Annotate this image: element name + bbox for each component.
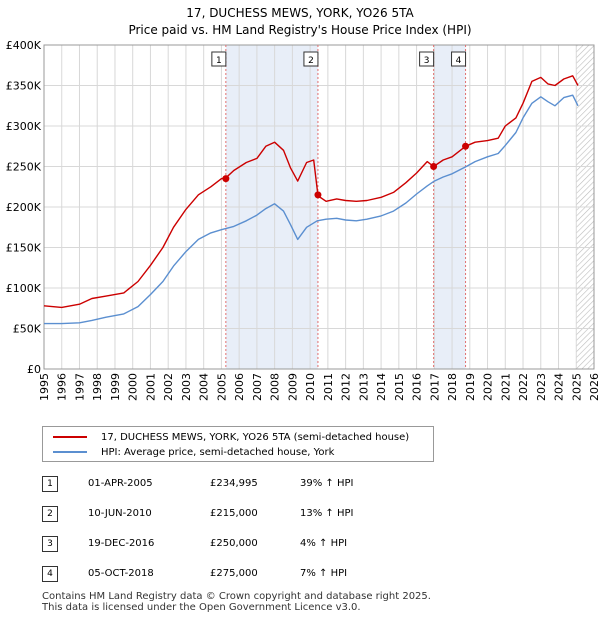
legend-item-hpi: HPI: Average price, semi-detached house,… (53, 445, 334, 459)
x-tick-label: 2009 (286, 373, 299, 401)
legend-swatch-property (53, 436, 87, 438)
y-tick-label: £150K (6, 242, 42, 255)
x-tick-label: 2016 (411, 373, 424, 401)
x-tick-label: 2004 (198, 373, 211, 401)
x-tick-label: 2005 (215, 373, 228, 401)
sale-marker-box (419, 51, 435, 67)
x-tick-label: 2007 (251, 373, 264, 401)
y-tick-label: £250K (6, 161, 42, 174)
legend-label-property: 17, DUCHESS MEWS, YORK, YO26 5TA (semi-d… (101, 431, 410, 443)
sale-point (222, 175, 230, 183)
x-tick-label: 1999 (109, 373, 122, 401)
sale-badge: 2 (42, 506, 58, 522)
legend-item-property: 17, DUCHESS MEWS, YORK, YO26 5TA (semi-d… (53, 430, 409, 444)
sale-point (314, 191, 322, 199)
chart-subtitle: Price paid vs. HM Land Registry's House … (128, 23, 472, 37)
sale-marker-number: 4 (456, 56, 462, 66)
y-tick-label: £300K (6, 120, 42, 133)
table-row: 2 10-JUN-2010 £215,000 13% ↑ HPI (42, 506, 442, 522)
sale-hpi-change: 13% ↑ HPI (300, 508, 354, 519)
sale-badge: 1 (42, 476, 58, 492)
footer: Contains HM Land Registry data © Crown c… (42, 591, 431, 613)
table-row: 3 19-DEC-2016 £250,000 4% ↑ HPI (42, 536, 442, 552)
x-tick-label: 2022 (517, 373, 530, 401)
x-tick-label: 2025 (570, 373, 583, 401)
y-tick-label: £0 (27, 363, 41, 376)
sale-marker-box (451, 51, 467, 67)
y-tick-label: £100K (6, 282, 42, 295)
table-row: 1 01-APR-2005 £234,995 39% ↑ HPI (42, 476, 442, 492)
sale-price: £275,000 (210, 568, 258, 579)
y-tick-label: £200K (6, 201, 42, 214)
sale-point (430, 163, 438, 170)
x-tick-label: 2014 (375, 373, 388, 401)
sale-marker-number: 1 (216, 56, 222, 66)
x-tick-label: 2019 (464, 373, 477, 401)
x-tick-label: 2020 (482, 373, 495, 401)
x-tick-label: 2015 (393, 373, 406, 401)
x-tick-label: 2001 (144, 373, 157, 401)
x-tick-label: 1998 (91, 373, 104, 401)
legend-swatch-hpi (53, 451, 87, 453)
x-tick-label: 2010 (304, 373, 317, 401)
sale-date: 10-JUN-2010 (88, 508, 152, 519)
x-tick-label: 2017 (428, 373, 441, 401)
sale-date: 05-OCT-2018 (88, 568, 154, 579)
x-tick-label: 2023 (535, 373, 548, 401)
x-tick-label: 2008 (269, 373, 282, 401)
x-tick-label: 2011 (322, 373, 335, 401)
sale-hpi-change: 39% ↑ HPI (300, 478, 354, 489)
sale-date: 19-DEC-2016 (88, 538, 155, 549)
x-tick-label: 1997 (73, 373, 86, 401)
x-tick-label: 2021 (499, 373, 512, 401)
table-row: 4 05-OCT-2018 £275,000 7% ↑ HPI (42, 566, 442, 582)
x-tick-label: 2013 (357, 373, 370, 401)
legend: 17, DUCHESS MEWS, YORK, YO26 5TA (semi-d… (42, 426, 434, 462)
sale-marker-box (211, 51, 227, 67)
sale-badge: 4 (42, 566, 58, 582)
footer-copyright: Contains HM Land Registry data © Crown c… (42, 591, 431, 602)
sale-badge: 3 (42, 536, 58, 552)
sale-hpi-change: 4% ↑ HPI (300, 538, 348, 549)
footer-licence: This data is licensed under the Open Gov… (42, 602, 361, 613)
y-tick-label: £400K (6, 39, 42, 52)
sale-marker-number: 2 (308, 56, 314, 66)
sale-point (462, 142, 470, 150)
plot-frame (43, 44, 595, 370)
chart-title: 17, DUCHESS MEWS, YORK, YO26 5TA (186, 6, 414, 20)
sale-price: £250,000 (210, 538, 258, 549)
y-tick-label: £350K (6, 80, 42, 93)
x-tick-label: 2024 (553, 373, 566, 401)
sale-date: 01-APR-2005 (88, 478, 153, 489)
x-tick-label: 2006 (233, 373, 246, 401)
sale-hpi-change: 7% ↑ HPI (300, 568, 348, 579)
sale-marker-number: 3 (424, 56, 430, 66)
sale-price: £234,995 (210, 478, 258, 489)
x-tick-label: 2018 (446, 373, 459, 401)
y-tick-label: £50K (13, 323, 42, 336)
sale-marker-box (303, 51, 319, 67)
x-tick-label: 2012 (340, 373, 353, 401)
sale-price: £215,000 (210, 508, 258, 519)
x-tick-label: 2026 (588, 373, 600, 401)
price-chart: £0 £50K £100K £150K £200K £250K £300K £350K £400… (6, 39, 600, 401)
x-tick-label: 1995 (38, 373, 51, 401)
legend-label-hpi: HPI: Average price, semi-detached house,… (101, 446, 335, 458)
series-line-property (43, 75, 579, 309)
x-tick-label: 2003 (180, 373, 193, 401)
x-tick-label: 2000 (127, 373, 140, 401)
x-tick-label: 2002 (162, 373, 175, 401)
x-tick-label: 1996 (56, 373, 69, 401)
series-line-hpi (44, 94, 579, 325)
